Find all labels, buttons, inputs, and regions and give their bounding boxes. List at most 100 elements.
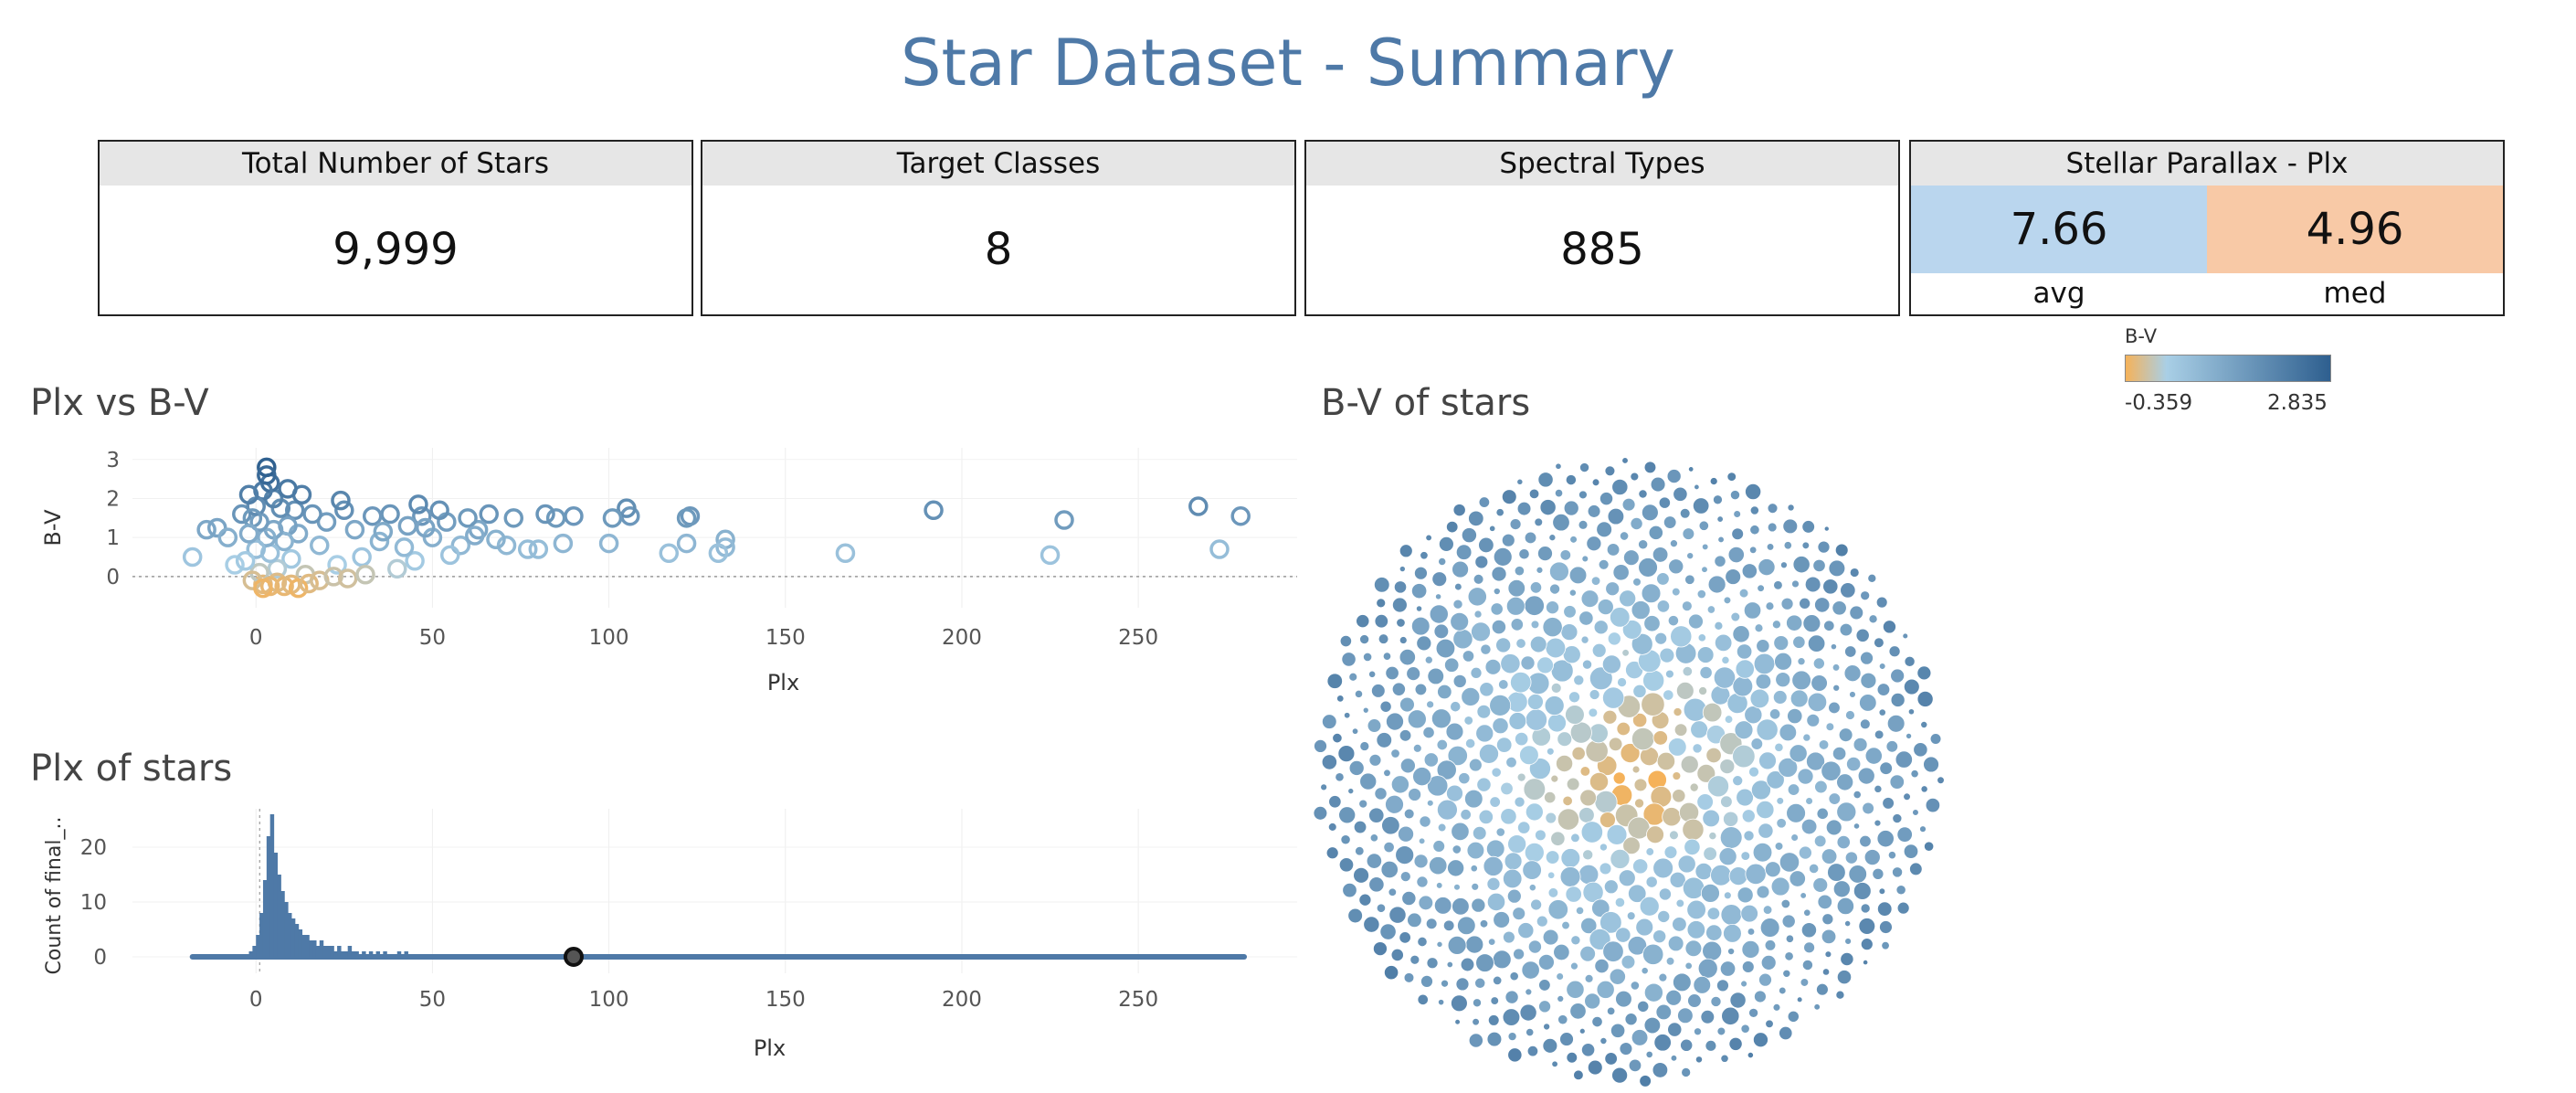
star-bubble	[1756, 718, 1779, 741]
star-bubble	[1729, 992, 1747, 1009]
star-bubble	[1399, 758, 1416, 774]
star-bubble	[1825, 819, 1842, 836]
star-bubble	[1602, 709, 1618, 725]
x-tick-label: 250	[1118, 988, 1158, 1012]
star-bubble	[1354, 689, 1364, 698]
star-bubble	[1478, 536, 1494, 554]
star-bubble	[1526, 1045, 1539, 1057]
star-bubble	[1369, 833, 1378, 843]
star-bubble	[1639, 1075, 1652, 1088]
star-bubble	[1758, 822, 1774, 839]
star-bubble	[1684, 574, 1695, 585]
scatter-point	[238, 524, 259, 544]
star-bubble	[1476, 704, 1492, 719]
star-bubble	[1749, 525, 1760, 536]
star-bubble	[1528, 884, 1536, 892]
histogram-bar	[340, 951, 345, 957]
star-bubble	[1566, 980, 1585, 999]
star-bubble	[1504, 852, 1523, 871]
star-bubble	[1603, 879, 1619, 895]
x-tick-label: 250	[1118, 626, 1158, 650]
star-bubble	[1571, 746, 1586, 761]
star-bubble	[1885, 740, 1899, 753]
star-bubble	[1705, 924, 1723, 941]
star-bubble	[1904, 655, 1916, 667]
star-bubble	[1383, 841, 1395, 854]
star-bubble	[1502, 868, 1523, 889]
star-bubble	[1382, 652, 1392, 661]
star-bubble	[1641, 583, 1662, 604]
scatter-point	[369, 531, 390, 552]
star-bubble	[1846, 756, 1862, 772]
star-bubble	[1673, 723, 1688, 737]
star-bubble	[1495, 637, 1512, 653]
star-bubble	[1495, 827, 1505, 837]
star-bubble	[1429, 604, 1449, 624]
star-bubble	[1503, 930, 1515, 944]
histogram-bar	[337, 946, 342, 957]
legend-max-label: 2.835	[2267, 391, 2328, 415]
star-bubble	[1774, 652, 1793, 671]
scatter-point	[564, 505, 584, 526]
star-bubble	[1920, 785, 1928, 793]
scatter-point	[302, 504, 322, 525]
star-bubble	[1791, 579, 1800, 589]
histogram-bar	[290, 918, 296, 957]
star-bubble	[1828, 701, 1841, 715]
star-bubble	[1409, 954, 1420, 965]
scatter-point	[1054, 510, 1074, 530]
star-bubble	[1606, 824, 1628, 845]
histogram-bar	[262, 880, 268, 957]
star-bubble	[1368, 807, 1385, 823]
scatter-point	[450, 535, 471, 556]
star-bubble	[1589, 689, 1600, 700]
star-bubble	[1427, 775, 1449, 797]
scatter-point	[503, 508, 524, 528]
star-bubble	[1752, 842, 1773, 863]
star-bubble	[1903, 678, 1920, 695]
star-bubble	[1743, 601, 1762, 620]
scatter-point	[267, 558, 288, 579]
star-bubble	[1812, 657, 1825, 670]
star-bubble	[1844, 919, 1852, 928]
star-bubble	[1669, 871, 1686, 888]
star-bubble	[1862, 801, 1874, 815]
star-bubble	[1510, 671, 1532, 694]
scatter-point	[310, 535, 330, 556]
histogram-bar	[315, 946, 321, 957]
star-bubble	[1407, 912, 1422, 929]
star-bubble	[1680, 1038, 1694, 1052]
legend-title: B-V	[2125, 325, 2158, 347]
star-bubble	[1801, 959, 1813, 971]
scatter-point	[225, 555, 245, 575]
star-bubble	[1754, 990, 1767, 1003]
star-bubble	[1505, 756, 1517, 769]
star-bubble	[1770, 876, 1790, 897]
star-bubble	[1937, 776, 1945, 785]
star-bubble	[1642, 943, 1664, 965]
star-bubble	[1821, 760, 1842, 781]
scatter-point	[299, 573, 319, 594]
star-bubble	[1363, 916, 1380, 933]
star-bubble	[1832, 600, 1847, 616]
star-bubble	[1327, 822, 1337, 832]
star-bubble	[1590, 576, 1601, 586]
scatter-point	[323, 567, 343, 587]
star-bubble	[1716, 979, 1729, 992]
star-bubble	[1874, 729, 1884, 740]
star-bubble	[1433, 623, 1450, 640]
star-bubble	[1718, 847, 1737, 866]
star-bubble	[1682, 527, 1695, 540]
scatter-point	[278, 479, 298, 499]
star-bubble	[1602, 686, 1625, 709]
star-bubble	[1732, 744, 1756, 769]
star-bubble	[1445, 722, 1464, 741]
star-bubble	[1657, 909, 1671, 923]
star-bubble	[1673, 972, 1692, 992]
star-bubble	[1701, 543, 1709, 551]
star-bubble	[1702, 940, 1723, 961]
star-bubble	[1347, 788, 1355, 795]
star-bubble	[1912, 809, 1919, 816]
star-bubble	[1836, 773, 1854, 791]
star-bubble	[1774, 742, 1784, 752]
